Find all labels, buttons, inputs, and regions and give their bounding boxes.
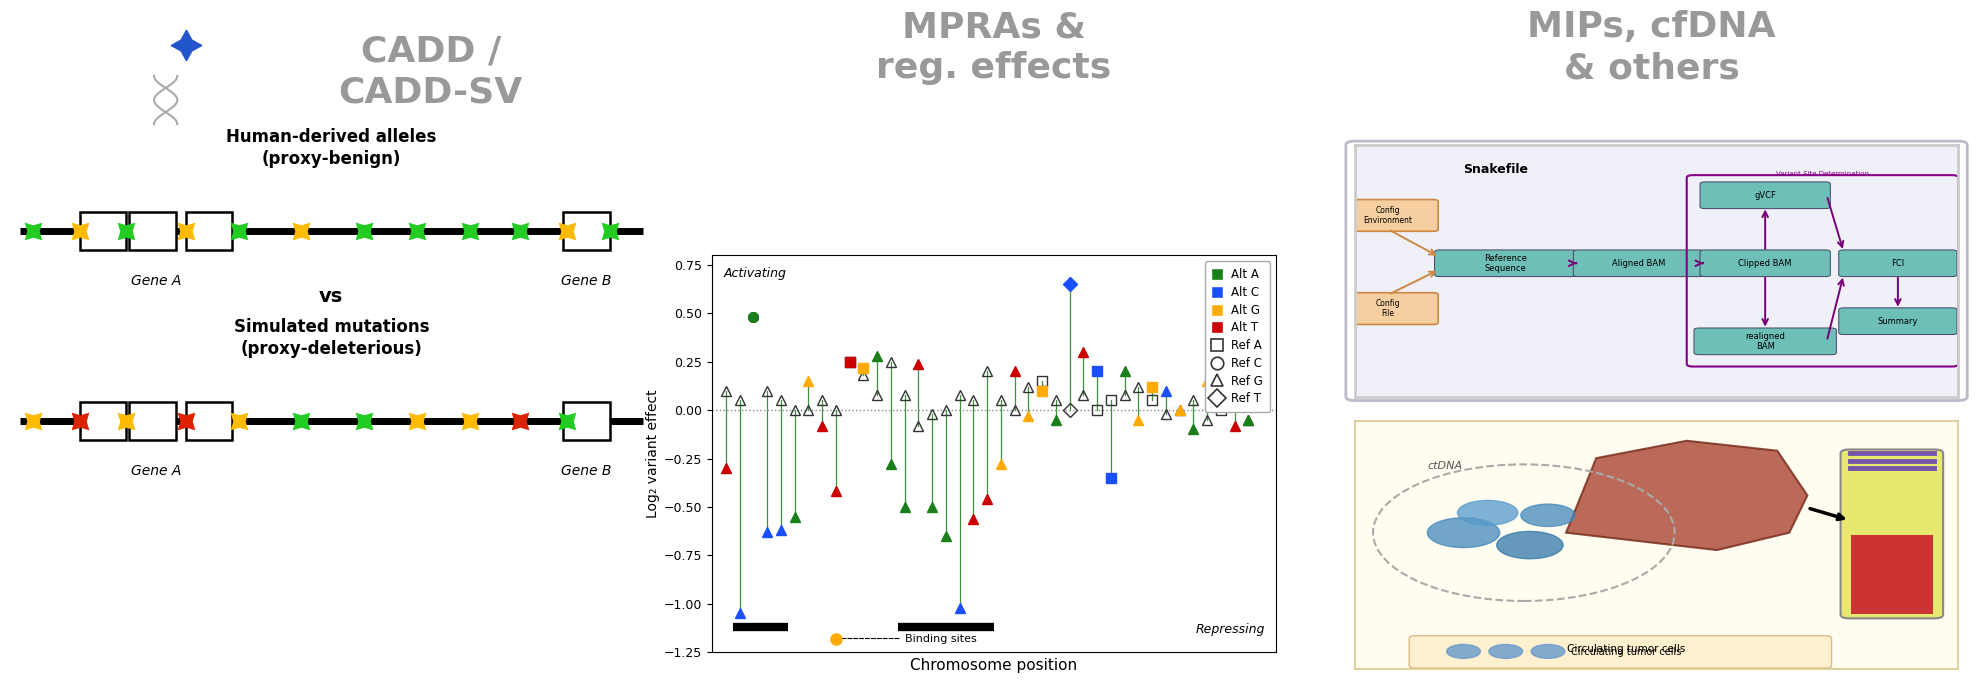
Circle shape	[1531, 644, 1565, 658]
Polygon shape	[1567, 441, 1808, 550]
Text: Repressing: Repressing	[1195, 623, 1264, 636]
Text: ctDNA: ctDNA	[1428, 461, 1464, 471]
Text: Simulated mutations
(proxy-deleterious): Simulated mutations (proxy-deleterious)	[233, 318, 429, 358]
Bar	[79, 402, 127, 440]
Text: Binding sites: Binding sites	[839, 633, 977, 644]
Text: Human-derived alleles
(proxy-benign): Human-derived alleles (proxy-benign)	[225, 128, 437, 168]
Text: realigned
BAM: realigned BAM	[1745, 332, 1784, 351]
Bar	[129, 402, 176, 440]
Y-axis label: Log₂ variant effect: Log₂ variant effect	[645, 389, 661, 518]
Text: Config
Environment: Config Environment	[1363, 206, 1412, 225]
Text: Circulating tumor cells: Circulating tumor cells	[1567, 644, 1685, 654]
Text: FCI: FCI	[1891, 259, 1905, 268]
Text: Gene B: Gene B	[562, 464, 611, 477]
Text: MIPs, cfDNA
& others: MIPs, cfDNA & others	[1527, 10, 1776, 85]
Circle shape	[1446, 644, 1480, 658]
Text: vs: vs	[318, 287, 344, 306]
Circle shape	[1458, 500, 1517, 525]
Bar	[186, 402, 231, 440]
Text: Activating: Activating	[724, 267, 785, 280]
Bar	[186, 213, 231, 250]
FancyBboxPatch shape	[1699, 250, 1830, 277]
Text: Variant Site Determination: Variant Site Determination	[1776, 171, 1869, 177]
Circle shape	[1521, 504, 1574, 526]
Text: Aligned BAM: Aligned BAM	[1612, 259, 1665, 268]
FancyBboxPatch shape	[1337, 199, 1438, 231]
Bar	[79, 213, 127, 250]
Text: Gene A: Gene A	[131, 464, 180, 477]
X-axis label: Chromosome position: Chromosome position	[910, 658, 1078, 673]
Text: Config
File: Config File	[1377, 299, 1400, 318]
Text: Snakefile: Snakefile	[1464, 163, 1529, 175]
Bar	[564, 213, 609, 250]
Text: Reference
Sequence: Reference Sequence	[1484, 254, 1527, 273]
Circle shape	[1489, 644, 1523, 658]
FancyBboxPatch shape	[1337, 293, 1438, 324]
FancyBboxPatch shape	[1693, 328, 1836, 355]
FancyBboxPatch shape	[1699, 182, 1830, 208]
Circle shape	[1497, 531, 1563, 559]
FancyBboxPatch shape	[1840, 308, 1956, 335]
Text: Gene B: Gene B	[562, 274, 611, 288]
FancyBboxPatch shape	[1434, 250, 1576, 277]
Text: Circulating tumor cells: Circulating tumor cells	[1571, 647, 1681, 657]
Bar	[129, 213, 176, 250]
FancyBboxPatch shape	[1573, 250, 1703, 277]
Text: Gene A: Gene A	[131, 274, 180, 288]
Circle shape	[1428, 518, 1499, 548]
Text: gVCF: gVCF	[1754, 190, 1776, 200]
Bar	[1851, 535, 1933, 614]
FancyBboxPatch shape	[1840, 250, 1956, 277]
Legend: Alt A, Alt C, Alt G, Alt T, Ref A, Ref C, Ref G, Ref T: Alt A, Alt C, Alt G, Alt T, Ref A, Ref C…	[1205, 262, 1270, 413]
FancyBboxPatch shape	[1842, 449, 1942, 618]
Text: Clipped BAM: Clipped BAM	[1739, 259, 1792, 268]
Text: CADD /
CADD-SV: CADD / CADD-SV	[338, 34, 522, 109]
FancyBboxPatch shape	[1408, 635, 1832, 668]
Text: MPRAs &
reg. effects: MPRAs & reg. effects	[876, 10, 1112, 85]
Bar	[564, 402, 609, 440]
Text: Summary: Summary	[1877, 317, 1919, 326]
